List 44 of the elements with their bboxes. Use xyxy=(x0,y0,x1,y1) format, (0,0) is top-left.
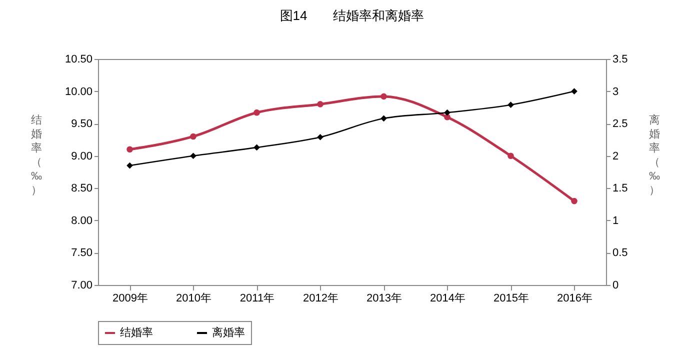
y2-tick-label: 0.5 xyxy=(612,247,628,260)
y-axis-title: 结婚率（‰） xyxy=(31,114,42,196)
legend-label: 结婚率 xyxy=(120,326,153,339)
x-tick-label: 2010年 xyxy=(176,292,212,304)
y-tick-label: 7.50 xyxy=(71,247,92,260)
y2-tick-label: 0 xyxy=(612,280,619,292)
y-tick-label: 8.50 xyxy=(71,182,92,195)
point xyxy=(190,152,196,160)
x-tick-label: 2014年 xyxy=(430,292,466,304)
point xyxy=(571,88,578,94)
y2-tick-label: 2.5 xyxy=(612,118,628,130)
y2-tick-label: 1.5 xyxy=(612,182,628,195)
y2-axis-title: 离婚率（‰） xyxy=(649,114,660,196)
point xyxy=(508,102,514,108)
point xyxy=(317,134,324,140)
y-tick-label: 9.50 xyxy=(71,118,92,130)
point xyxy=(380,93,387,100)
y2-tick-label: 3 xyxy=(612,86,619,98)
y2-tick-label: 2 xyxy=(612,150,619,162)
point xyxy=(317,101,324,108)
point xyxy=(380,115,387,122)
y-tick-label: 9.00 xyxy=(71,150,92,162)
point xyxy=(190,133,196,140)
x-tick-label: 2009年 xyxy=(112,292,148,304)
point xyxy=(444,109,450,116)
point xyxy=(254,109,260,116)
x-tick-label: 2015年 xyxy=(494,292,529,304)
y2-tick-label: 3.5 xyxy=(612,54,628,66)
point xyxy=(508,152,514,160)
x-tick-label: 2013年 xyxy=(366,292,402,304)
point xyxy=(126,146,133,153)
point xyxy=(571,198,578,204)
chart-title: 图14 结婚率和离婚率 xyxy=(280,8,424,23)
y-tick-label: 10.50 xyxy=(64,54,92,66)
y-tick-label: 7.00 xyxy=(71,280,92,292)
legend-label: 离婚率 xyxy=(212,326,245,339)
point xyxy=(126,162,133,169)
x-tick-label: 2011年 xyxy=(240,292,275,304)
x-tick-label: 2012年 xyxy=(303,292,338,304)
x-tick-label: 2016年 xyxy=(557,292,592,304)
y-tick-label: 8.00 xyxy=(71,214,92,227)
y-tick-label: 10.00 xyxy=(64,86,92,98)
point xyxy=(254,144,260,151)
y2-tick-label: 1 xyxy=(612,214,619,227)
